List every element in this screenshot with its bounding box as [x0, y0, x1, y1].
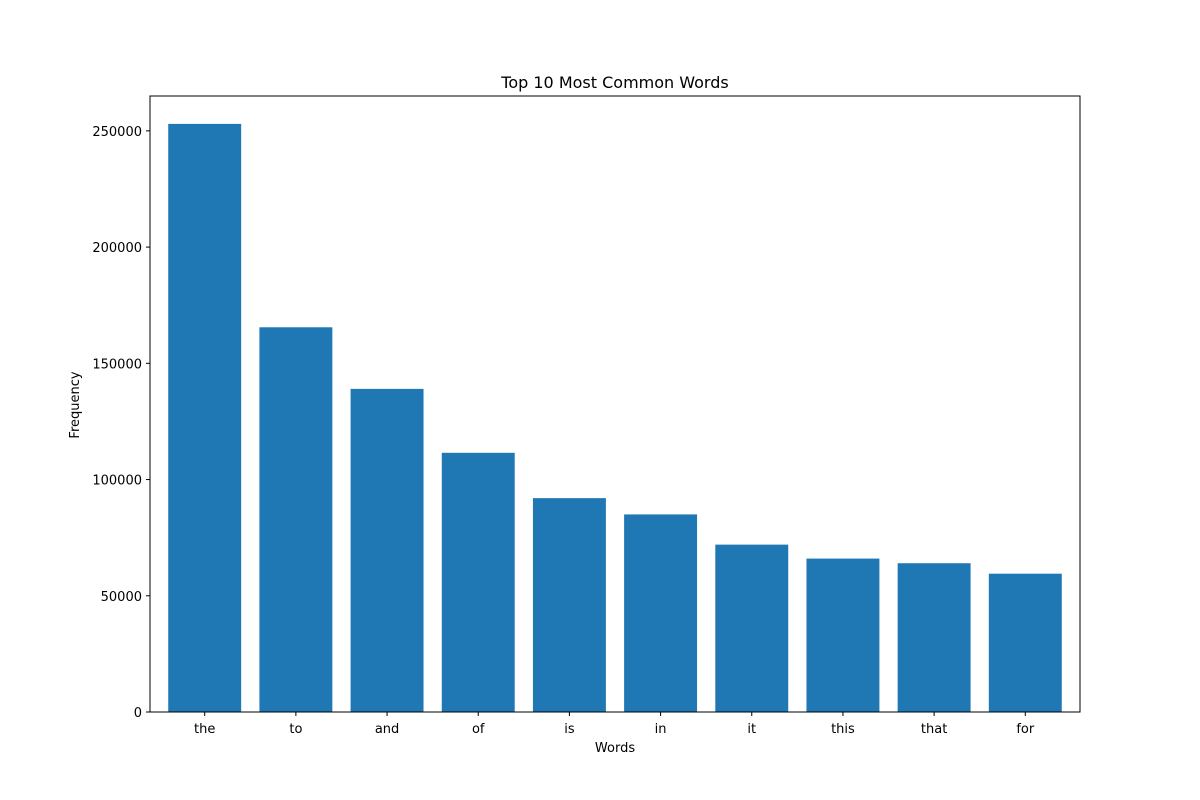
x-axis-label: Words — [595, 741, 635, 756]
x-tick-label: of — [472, 722, 485, 737]
x-tick-label: is — [564, 722, 575, 737]
plot-area-frame — [149, 95, 1081, 713]
y-axis-label: Frequency — [68, 371, 83, 438]
x-tick-label: and — [375, 722, 399, 737]
bar-and — [350, 388, 424, 712]
bars-layer — [168, 123, 1062, 712]
bar-is — [532, 498, 606, 712]
x-tick-label: in — [655, 722, 667, 737]
x-tick-label: the — [194, 722, 215, 737]
x-tick-label: for — [1016, 722, 1035, 737]
bar-it — [715, 544, 789, 712]
y-ticks-layer: 0 50000 100000 150000 200000 250000 — [92, 125, 150, 721]
x-tick-label: that — [921, 722, 947, 737]
bar-to — [259, 327, 333, 712]
bar-this — [806, 558, 880, 712]
y-tick-label: 50000 — [101, 590, 142, 605]
y-tick-label: 200000 — [92, 241, 142, 256]
bar-the — [168, 123, 242, 712]
bar-of — [441, 452, 515, 712]
bar-for — [988, 573, 1062, 712]
y-tick-label: 0 — [134, 706, 142, 721]
x-tick-label: to — [289, 722, 302, 737]
x-tick-label: it — [747, 722, 756, 737]
y-tick-label: 250000 — [92, 125, 142, 140]
chart-title: Top 10 Most Common Words — [500, 73, 728, 92]
x-ticks-layer: the to and of is in it this that for — [194, 712, 1035, 737]
bar-in — [624, 514, 698, 712]
y-tick-label: 150000 — [92, 357, 142, 372]
y-tick-label: 100000 — [92, 474, 142, 489]
bar-that — [897, 563, 971, 712]
x-tick-label: this — [831, 722, 855, 737]
